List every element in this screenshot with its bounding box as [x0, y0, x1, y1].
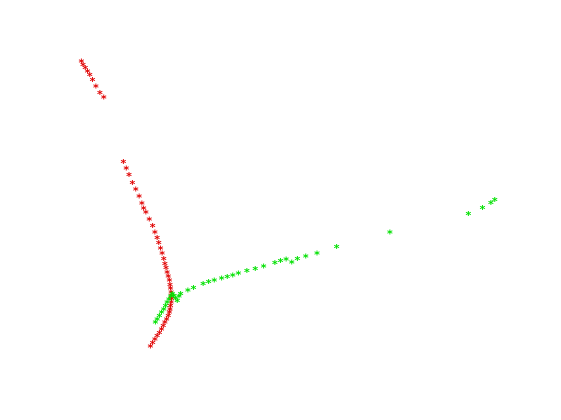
data-point-series-1: * — [146, 214, 152, 227]
data-point-series-2: * — [252, 264, 258, 277]
data-point-series-2: * — [178, 289, 184, 302]
data-point-series-1: * — [78, 57, 84, 70]
data-point-series-1: * — [168, 288, 174, 301]
data-point-series-1: * — [150, 338, 156, 351]
data-point-series-1: * — [82, 63, 88, 76]
data-point-series-2: * — [185, 285, 191, 298]
data-point-series-2: * — [283, 255, 289, 268]
data-point-series-2: * — [224, 272, 230, 285]
data-point-series-2: * — [171, 291, 177, 304]
data-point-series-2: * — [244, 266, 250, 279]
data-point-series-2: * — [169, 289, 175, 302]
data-point-series-1: * — [169, 291, 175, 304]
data-point-series-1: * — [158, 243, 164, 256]
data-point-series-1: * — [152, 227, 158, 240]
data-point-series-2: * — [272, 258, 278, 271]
data-point-series-1: * — [139, 198, 145, 211]
data-point-series-1: * — [87, 70, 93, 83]
data-point-series-1: * — [154, 331, 160, 344]
data-point-series-2: * — [387, 227, 393, 240]
data-point-series-1: * — [164, 267, 170, 280]
data-point-series-1: * — [165, 272, 171, 285]
data-point-series-2: * — [236, 269, 242, 282]
data-point-series-1: * — [101, 93, 107, 106]
data-point-series-2: * — [156, 311, 162, 324]
data-point-series-1: * — [136, 192, 142, 205]
data-point-series-2: * — [191, 283, 197, 296]
data-point-series-2: * — [219, 274, 225, 287]
data-point-series-2: * — [200, 279, 206, 292]
data-point-series-1: * — [167, 276, 173, 289]
data-point-series-1: * — [133, 185, 139, 198]
data-point-series-2: * — [211, 275, 217, 288]
data-point-series-2: * — [492, 195, 498, 208]
data-point-series-1: * — [85, 67, 91, 80]
data-point-series-2: * — [480, 203, 486, 216]
data-point-series-1: * — [160, 321, 166, 334]
data-point-series-1: * — [168, 284, 174, 297]
data-point-series-1: * — [93, 82, 99, 95]
data-point-series-2: * — [163, 301, 169, 314]
data-point-series-1: * — [163, 263, 169, 276]
data-point-series-2: * — [261, 261, 267, 274]
data-point-series-2: * — [166, 295, 172, 308]
data-point-series-2: * — [294, 254, 300, 267]
data-point-series-1: * — [156, 238, 162, 251]
data-point-series-1: * — [168, 298, 174, 311]
data-point-series-1: * — [123, 164, 129, 177]
data-point-series-1: * — [167, 308, 173, 321]
data-point-series-1: * — [80, 60, 86, 73]
data-point-series-1: * — [130, 178, 136, 191]
data-point-series-2: * — [173, 293, 179, 306]
data-point-series-1: * — [156, 328, 162, 341]
data-point-series-2: * — [174, 296, 180, 309]
data-point-series-2: * — [303, 251, 309, 264]
data-point-series-1: * — [167, 280, 173, 293]
data-point-series-2: * — [164, 298, 170, 311]
data-point-series-1: * — [90, 75, 96, 88]
data-point-series-2: * — [176, 292, 182, 305]
data-point-series-1: * — [162, 259, 168, 272]
data-point-series-1: * — [168, 301, 174, 314]
data-point-series-2: * — [154, 314, 160, 327]
data-point-series-1: * — [121, 157, 127, 170]
data-point-series-2: * — [161, 304, 167, 317]
data-point-series-1: * — [161, 254, 167, 267]
data-point-series-1: * — [150, 221, 156, 234]
data-point-series-1: * — [164, 314, 170, 327]
data-point-series-2: * — [168, 292, 174, 305]
data-point-series-2: * — [488, 198, 494, 211]
data-point-series-1: * — [169, 294, 175, 307]
data-point-series-2: * — [334, 242, 340, 255]
data-point-series-2: * — [159, 308, 165, 321]
data-point-series-2: * — [206, 277, 212, 290]
data-point-series-1: * — [154, 233, 160, 246]
data-point-series-1: * — [162, 318, 168, 331]
data-point-series-1: * — [97, 88, 103, 101]
data-point-series-1: * — [141, 204, 147, 217]
data-point-series-2: * — [466, 209, 472, 222]
data-point-series-1: * — [167, 304, 173, 317]
data-point-series-1: * — [126, 170, 132, 183]
data-point-series-2: * — [153, 318, 159, 331]
data-point-series-2: * — [278, 256, 284, 269]
data-point-series-1: * — [143, 208, 149, 221]
data-point-series-2: * — [289, 257, 295, 270]
data-point-series-1: * — [152, 335, 158, 348]
data-point-series-1: * — [159, 248, 165, 261]
data-point-series-1: * — [147, 341, 153, 354]
data-point-series-1: * — [165, 311, 171, 324]
plot-area: ****************************************… — [78, 57, 497, 355]
data-point-series-2: * — [314, 248, 320, 261]
data-point-series-2: * — [230, 270, 236, 283]
data-point-series-1: * — [159, 324, 165, 337]
